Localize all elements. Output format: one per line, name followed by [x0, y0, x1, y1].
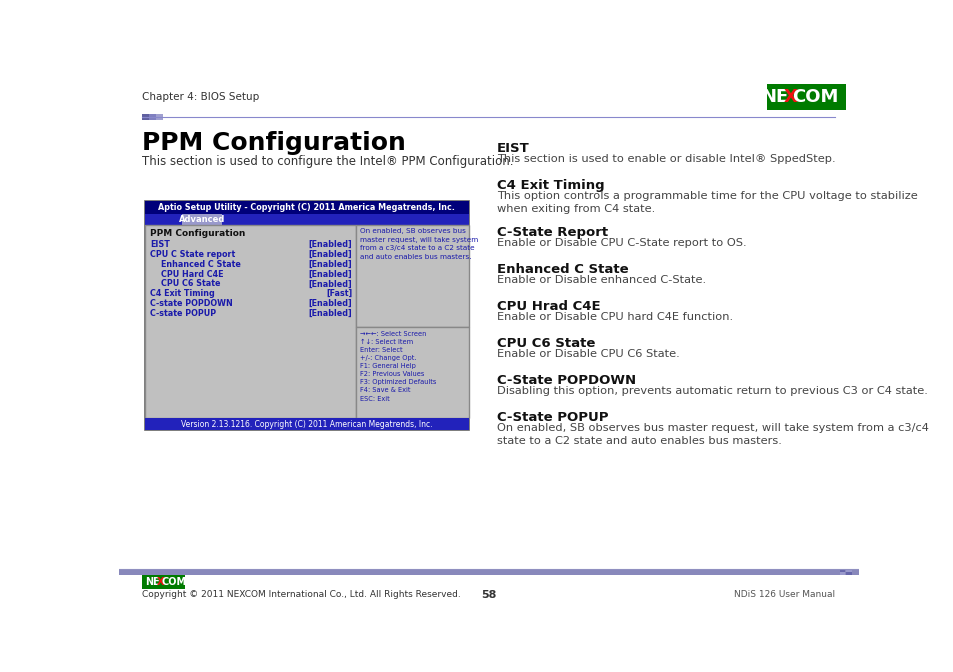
Text: Chapter 4: BIOS Setup: Chapter 4: BIOS Setup	[142, 92, 259, 102]
Text: EIST: EIST	[150, 240, 170, 249]
Text: [Enabled]: [Enabled]	[309, 269, 353, 279]
Bar	[145, 201, 468, 430]
Text: On enabled, SB observes bus master request, will take system from a c3/c4
state : On enabled, SB observes bus master reque…	[497, 423, 927, 446]
Text: →←←: Select Screen: →←←: Select Screen	[360, 331, 426, 337]
Bar	[845, 570, 851, 573]
Text: Enable or Disable CPU C6 State.: Enable or Disable CPU C6 State.	[497, 349, 679, 359]
Text: F4: Save & Exit: F4: Save & Exit	[360, 388, 411, 394]
Text: F2: Previous Values: F2: Previous Values	[360, 372, 424, 377]
Text: Version 2.13.1216. Copyright (C) 2011 American Megatrends, Inc.: Version 2.13.1216. Copyright (C) 2011 Am…	[181, 419, 432, 429]
Text: CPU C6 State: CPU C6 State	[497, 337, 595, 350]
Bar	[840, 570, 844, 573]
Text: CPU C State report: CPU C State report	[150, 250, 235, 259]
Text: C4 Exit Timing: C4 Exit Timing	[150, 290, 214, 298]
Bar	[119, 570, 858, 575]
Text: Advanced: Advanced	[179, 215, 225, 224]
Bar	[766, 84, 845, 110]
Text: Enhanced C State: Enhanced C State	[497, 263, 628, 276]
Text: Enable or Disable CPU C-State report to OS.: Enable or Disable CPU C-State report to …	[497, 238, 745, 248]
Text: This section is used to configure the Intel® PPM Configuration.: This section is used to configure the In…	[142, 155, 514, 168]
Bar	[145, 418, 468, 430]
Text: NE: NE	[760, 88, 788, 106]
Text: This section is used to enable or disable Intel® SppedStep.: This section is used to enable or disabl…	[497, 154, 835, 164]
Text: C-State Report: C-State Report	[497, 226, 607, 239]
Text: X: X	[156, 577, 164, 587]
Bar	[150, 114, 155, 120]
Text: F3: Optimized Defaults: F3: Optimized Defaults	[360, 380, 436, 386]
Text: CPU Hrad C4E: CPU Hrad C4E	[497, 300, 599, 313]
Text: C-state POPDOWN: C-state POPDOWN	[150, 299, 233, 308]
Text: Enable or Disable CPU hard C4E function.: Enable or Disable CPU hard C4E function.	[497, 312, 732, 322]
Bar	[145, 201, 468, 214]
Bar	[356, 327, 468, 418]
Bar	[840, 572, 844, 575]
Text: [Enabled]: [Enabled]	[309, 240, 353, 249]
Text: This option controls a programmable time for the CPU voltage to stabilize
when e: This option controls a programmable time…	[497, 191, 917, 214]
Text: C-state POPUP: C-state POPUP	[150, 309, 216, 318]
Bar	[142, 114, 149, 120]
Text: On enabled, SB observes bus
master request, will take system
from a c3/c4 state : On enabled, SB observes bus master reque…	[360, 228, 478, 260]
Bar	[182, 214, 222, 224]
Text: [Fast]: [Fast]	[326, 290, 353, 298]
Bar	[156, 114, 162, 120]
Text: [Enabled]: [Enabled]	[309, 299, 353, 308]
Text: 58: 58	[480, 591, 497, 600]
Text: NE: NE	[145, 577, 159, 587]
Text: EIST: EIST	[497, 142, 529, 155]
Text: Copyright © 2011 NEXCOM International Co., Ltd. All Rights Reserved.: Copyright © 2011 NEXCOM International Co…	[142, 591, 460, 599]
Bar	[145, 214, 468, 224]
Text: CPU C6 State: CPU C6 State	[161, 280, 220, 288]
Text: NDiS 126 User Manual: NDiS 126 User Manual	[734, 591, 835, 599]
Text: COM: COM	[791, 88, 838, 106]
Text: C-State POPDOWN: C-State POPDOWN	[497, 374, 635, 387]
Text: Disabling this option, prevents automatic return to previous C3 or C4 state.: Disabling this option, prevents automati…	[497, 386, 926, 396]
Text: Enable or Disable enhanced C-State.: Enable or Disable enhanced C-State.	[497, 275, 705, 285]
Text: PPM Configuration: PPM Configuration	[150, 229, 245, 239]
Text: [Enabled]: [Enabled]	[309, 309, 353, 318]
Bar	[356, 224, 468, 327]
Text: [Enabled]: [Enabled]	[309, 260, 353, 269]
Text: [Enabled]: [Enabled]	[309, 280, 353, 288]
Bar	[142, 575, 185, 589]
Text: X: X	[782, 88, 797, 106]
Text: F1: General Help: F1: General Help	[360, 364, 416, 369]
Text: PPM Configuration: PPM Configuration	[142, 132, 406, 155]
Bar	[845, 572, 851, 575]
Text: ↑↓: Select Item: ↑↓: Select Item	[360, 339, 413, 345]
Text: +/-: Change Opt.: +/-: Change Opt.	[360, 355, 416, 361]
Text: Enter: Select: Enter: Select	[360, 347, 402, 353]
Text: Aptio Setup Utility - Copyright (C) 2011 America Megatrends, Inc.: Aptio Setup Utility - Copyright (C) 2011…	[158, 203, 455, 212]
Text: COM: COM	[162, 577, 187, 587]
Text: C-State POPUP: C-State POPUP	[497, 411, 608, 424]
Text: C4 Exit Timing: C4 Exit Timing	[497, 179, 603, 192]
Text: Enhanced C State: Enhanced C State	[161, 260, 241, 269]
Text: [Enabled]: [Enabled]	[309, 250, 353, 259]
Text: ESC: Exit: ESC: Exit	[360, 396, 390, 402]
Bar	[145, 224, 356, 418]
Text: CPU Hard C4E: CPU Hard C4E	[161, 269, 223, 279]
